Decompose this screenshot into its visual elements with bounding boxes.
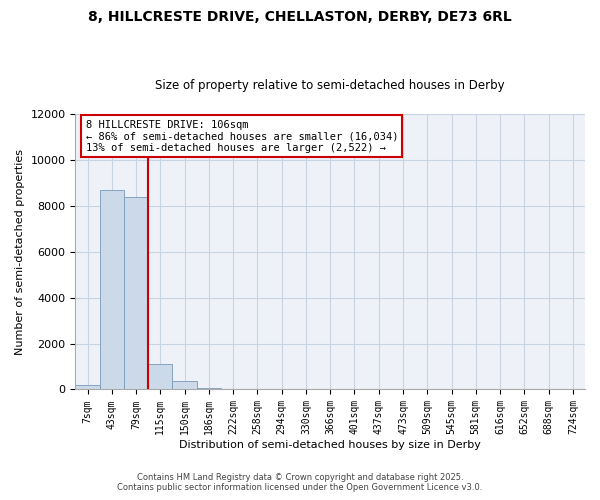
Bar bbox=[76, 385, 100, 390]
Bar bbox=[124, 196, 148, 390]
Bar bbox=[197, 388, 221, 390]
Title: Size of property relative to semi-detached houses in Derby: Size of property relative to semi-detach… bbox=[155, 79, 505, 92]
Bar bbox=[148, 364, 172, 390]
Bar bbox=[100, 190, 124, 390]
X-axis label: Distribution of semi-detached houses by size in Derby: Distribution of semi-detached houses by … bbox=[179, 440, 481, 450]
Text: 8, HILLCRESTE DRIVE, CHELLASTON, DERBY, DE73 6RL: 8, HILLCRESTE DRIVE, CHELLASTON, DERBY, … bbox=[88, 10, 512, 24]
Text: 8 HILLCRESTE DRIVE: 106sqm
← 86% of semi-detached houses are smaller (16,034)
13: 8 HILLCRESTE DRIVE: 106sqm ← 86% of semi… bbox=[86, 120, 398, 152]
Text: Contains HM Land Registry data © Crown copyright and database right 2025.
Contai: Contains HM Land Registry data © Crown c… bbox=[118, 473, 482, 492]
Y-axis label: Number of semi-detached properties: Number of semi-detached properties bbox=[15, 148, 25, 354]
Bar bbox=[172, 382, 197, 390]
